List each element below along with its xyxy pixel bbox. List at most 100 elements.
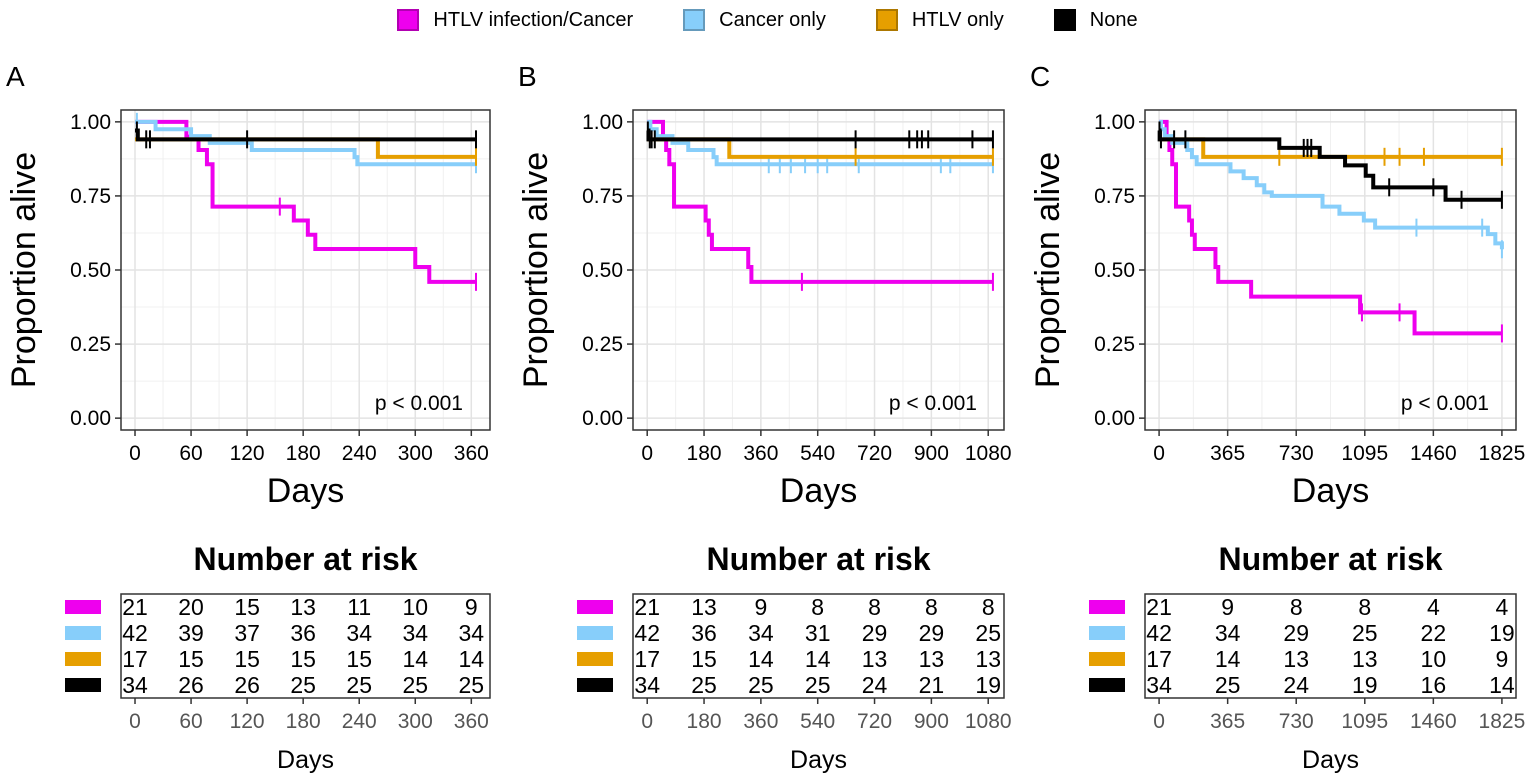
risk-table-title: Number at risk	[706, 541, 930, 577]
risk-row-swatch-icon	[65, 652, 101, 666]
risk-x-tick-label: 720	[857, 710, 892, 733]
risk-count: 13	[691, 594, 717, 620]
risk-x-tick-label: 240	[342, 710, 377, 733]
risk-count: 4	[1427, 594, 1440, 620]
risk-count: 13	[1283, 646, 1309, 672]
risk-x-tick-label: 180	[286, 710, 321, 733]
risk-count: 34	[748, 620, 774, 646]
risk-count: 19	[1352, 672, 1378, 698]
risk-table-title: Number at risk	[1218, 541, 1442, 577]
risk-count: 34	[634, 672, 660, 698]
risk-x-axis-title: Days	[1302, 746, 1359, 774]
risk-count: 9	[1221, 594, 1234, 620]
y-tick-label: 0.75	[582, 185, 623, 208]
y-tick-label: 1.00	[582, 111, 623, 134]
km-curve-4	[646, 128, 993, 142]
y-tick-label: 1.00	[70, 111, 111, 134]
y-tick-label: 0.00	[70, 407, 111, 430]
y-tick-label: 0.00	[1094, 407, 1135, 430]
risk-count: 13	[862, 646, 888, 672]
x-tick-label: 730	[1279, 442, 1314, 465]
risk-count: 11	[347, 594, 371, 620]
x-axis-title: Days	[1292, 472, 1369, 510]
risk-count: 21	[919, 672, 945, 698]
risk-count: 8	[925, 594, 938, 620]
km-curve-2	[1158, 119, 1504, 250]
risk-count: 21	[634, 594, 660, 620]
x-tick-label: 0	[1153, 442, 1165, 465]
risk-x-tick-label: 1080	[965, 710, 1012, 733]
risk-count: 8	[811, 594, 824, 620]
x-tick-label: 300	[398, 442, 433, 465]
risk-row-swatch-icon	[1089, 600, 1125, 614]
y-tick-label: 0.50	[582, 259, 623, 282]
x-tick-label: 1080	[965, 442, 1012, 465]
risk-count: 34	[122, 672, 148, 698]
risk-row-swatch-icon	[65, 600, 101, 614]
risk-count: 14	[805, 646, 831, 672]
risk-count: 25	[1352, 620, 1378, 646]
risk-count: 39	[178, 620, 204, 646]
x-tick-label: 60	[179, 442, 202, 465]
y-axis-title: Proportion alive	[5, 152, 43, 388]
risk-count: 10	[1421, 646, 1447, 672]
panel-letter: C	[1030, 61, 1050, 92]
risk-count: 15	[178, 646, 204, 672]
panel-letter: A	[6, 61, 25, 92]
legend-label: None	[1089, 8, 1138, 31]
risk-x-tick-label: 1460	[1410, 710, 1457, 733]
legend-item-htlv-only: HTLV only	[875, 9, 1004, 32]
risk-count: 16	[1421, 672, 1447, 698]
risk-count: 34	[459, 620, 485, 646]
risk-count: 15	[290, 646, 316, 672]
risk-count: 25	[805, 672, 831, 698]
risk-x-tick-label: 120	[230, 710, 265, 733]
risk-count: 14	[748, 646, 774, 672]
risk-count: 9	[1496, 646, 1509, 672]
x-tick-label: 0	[129, 442, 141, 465]
risk-count: 24	[1283, 672, 1309, 698]
risk-x-tick-label: 360	[743, 710, 778, 733]
p-value-annotation: p < 0.001	[889, 392, 977, 415]
risk-count: 36	[290, 620, 316, 646]
risk-row-swatch-icon	[65, 678, 101, 692]
risk-count: 25	[290, 672, 316, 698]
risk-count: 9	[754, 594, 767, 620]
risk-count: 25	[975, 620, 1001, 646]
km-curve-2	[135, 119, 476, 167]
x-tick-label: 365	[1210, 442, 1245, 465]
risk-x-tick-label: 0	[1153, 710, 1165, 733]
legend-item-htlv-cancer: HTLV infection/Cancer	[397, 9, 633, 32]
risk-table-title: Number at risk	[193, 541, 417, 577]
y-tick-label: 1.00	[1094, 111, 1135, 134]
legend-label: HTLV infection/Cancer	[433, 8, 634, 31]
risk-row-swatch-icon	[1089, 626, 1125, 640]
risk-count: 13	[290, 594, 316, 620]
risk-x-tick-label: 0	[129, 710, 141, 733]
x-tick-label: 180	[286, 442, 321, 465]
x-tick-label: 180	[687, 442, 722, 465]
risk-x-tick-label: 540	[800, 710, 835, 733]
y-tick-label: 0.25	[70, 333, 111, 356]
risk-count: 19	[1489, 620, 1515, 646]
x-tick-label: 0	[641, 442, 653, 465]
risk-x-axis-title: Days	[790, 746, 847, 774]
x-tick-label: 900	[914, 442, 949, 465]
risk-count: 29	[1283, 620, 1309, 646]
risk-row-swatch-icon	[577, 652, 613, 666]
risk-count: 37	[234, 620, 260, 646]
risk-count: 17	[634, 646, 660, 672]
risk-x-axis-title: Days	[277, 746, 334, 774]
y-tick-label: 0.75	[70, 185, 111, 208]
x-tick-label: 120	[230, 442, 265, 465]
risk-table-border	[632, 593, 1005, 699]
y-tick-label: 0.50	[70, 259, 111, 282]
risk-count: 31	[805, 620, 831, 646]
legend-label: Cancer only	[719, 8, 826, 31]
legend-swatch-icon	[1053, 9, 1076, 31]
risk-row-swatch-icon	[1089, 678, 1125, 692]
legend-item-cancer-only: Cancer only	[683, 9, 826, 32]
risk-x-tick-label: 180	[687, 710, 722, 733]
risk-count: 25	[1215, 672, 1241, 698]
